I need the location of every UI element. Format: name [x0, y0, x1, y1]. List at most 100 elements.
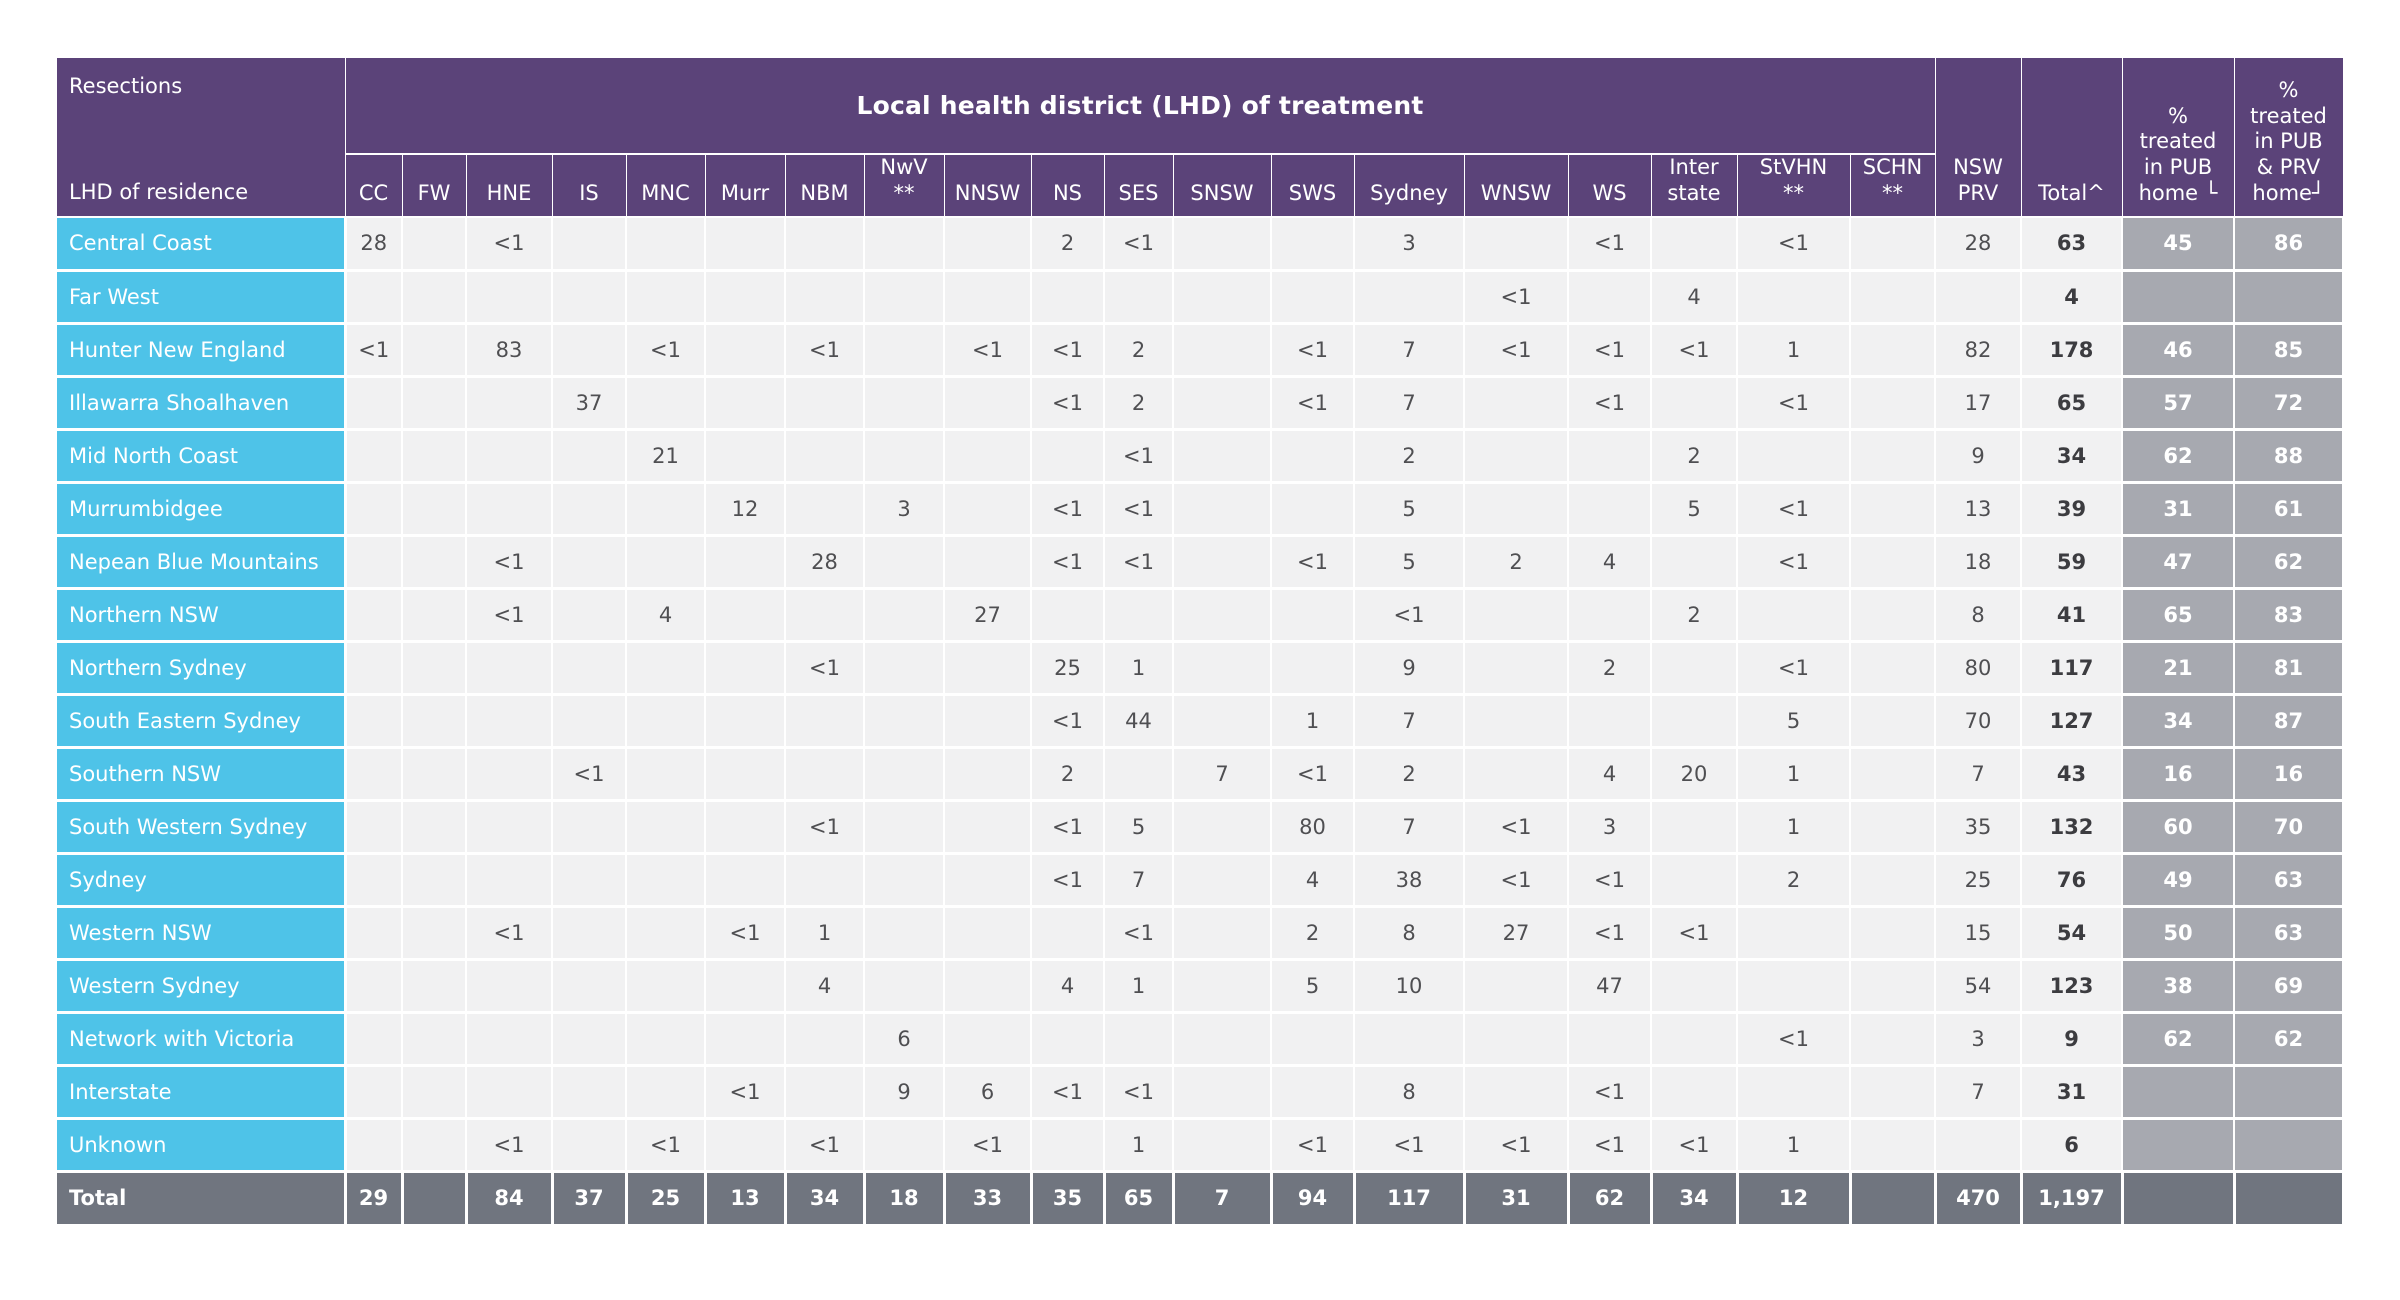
cell: 60	[2122, 800, 2235, 855]
row-label: Western NSW	[57, 906, 347, 961]
cell: <1	[1737, 482, 1851, 537]
cell: <1	[1737, 217, 1851, 272]
col-header-sws: SWS	[1271, 154, 1355, 219]
row-label: Northern NSW	[57, 588, 347, 643]
cell	[785, 1065, 865, 1120]
cell	[864, 800, 945, 855]
cell	[552, 482, 627, 537]
cell	[705, 217, 786, 272]
cell: 178	[2021, 323, 2123, 378]
cell	[402, 482, 467, 537]
cell: 2	[1031, 747, 1105, 802]
cell: 5	[1271, 959, 1355, 1014]
total-cell: 18	[864, 1171, 946, 1227]
cell: <1	[1104, 906, 1174, 961]
cell	[1651, 376, 1738, 431]
cell	[345, 1065, 403, 1120]
cell: <1	[1031, 800, 1105, 855]
col-header-nnsw: NNSW	[944, 154, 1032, 219]
cell	[2122, 1065, 2235, 1120]
cell	[1568, 1012, 1652, 1067]
cell	[1568, 588, 1652, 643]
cell: 47	[2122, 535, 2235, 590]
cell	[626, 906, 706, 961]
cell: <1	[1651, 323, 1738, 378]
cell	[402, 906, 467, 961]
cell: 5	[1354, 482, 1465, 537]
cell	[626, 217, 706, 272]
cell: <1	[705, 1065, 786, 1120]
total-cell: 65	[1104, 1171, 1175, 1227]
cell	[705, 376, 786, 431]
cell	[345, 482, 403, 537]
cell	[864, 217, 945, 272]
row-label: Central Coast	[57, 217, 347, 272]
cell	[1173, 959, 1272, 1014]
table-row: Western Sydney 4 4 1 5 10 47 54 123 38 69	[57, 959, 2344, 1014]
cell: 4	[785, 959, 865, 1014]
cell: 1	[1737, 1118, 1851, 1173]
cell: 2	[1651, 429, 1738, 484]
col-header-pct_pub_prv: % treated in PUB & PRV home┘	[2234, 58, 2344, 219]
cell	[552, 217, 627, 272]
cell	[1104, 270, 1174, 325]
cell: <1	[1568, 1118, 1652, 1173]
cell	[1104, 1012, 1174, 1067]
cell: 70	[2234, 800, 2344, 855]
cell: <1	[626, 1118, 706, 1173]
cell	[345, 429, 403, 484]
total-cell	[2122, 1171, 2236, 1227]
cell: <1	[1271, 535, 1355, 590]
cell: <1	[1651, 906, 1738, 961]
cell	[402, 588, 467, 643]
cell	[785, 482, 865, 537]
cell	[1568, 482, 1652, 537]
col-header-interstate: Inter state	[1651, 154, 1738, 219]
cell	[1271, 429, 1355, 484]
cell	[705, 853, 786, 908]
cell	[1464, 376, 1569, 431]
cell	[864, 641, 945, 696]
col-header-ses: SES	[1104, 154, 1174, 219]
table-row: Murrumbidgee 12 3 <1 <1 5 5 <1 13 39 31 61	[57, 482, 2344, 537]
cell	[402, 217, 467, 272]
col-header-cc: CC	[345, 154, 403, 219]
cell: <1	[1031, 376, 1105, 431]
cell	[402, 1012, 467, 1067]
cell	[1651, 853, 1738, 908]
cell	[345, 747, 403, 802]
cell	[864, 747, 945, 802]
cell	[1173, 482, 1272, 537]
col-header-wnsw: WNSW	[1464, 154, 1569, 219]
cell	[864, 1118, 945, 1173]
cell	[626, 800, 706, 855]
table-row: South Eastern Sydney <1 44 1 7 5 70 127 34 87	[57, 694, 2344, 749]
cell	[785, 429, 865, 484]
cell: 72	[2234, 376, 2344, 431]
cell: 4	[1568, 535, 1652, 590]
cell: <1	[1271, 747, 1355, 802]
cell: 25	[1031, 641, 1105, 696]
cell	[1850, 1118, 1936, 1173]
cell: 41	[2021, 588, 2123, 643]
cell: <1	[1568, 853, 1652, 908]
cell: 54	[2021, 906, 2123, 961]
cell	[1271, 482, 1355, 537]
cell	[626, 1012, 706, 1067]
cell	[1568, 270, 1652, 325]
cell	[864, 694, 945, 749]
cell	[1173, 1118, 1272, 1173]
cell: <1	[1651, 1118, 1738, 1173]
cell: 80	[1271, 800, 1355, 855]
cell: <1	[785, 641, 865, 696]
cell: 31	[2021, 1065, 2123, 1120]
cell: <1	[1031, 482, 1105, 537]
cell: 35	[1935, 800, 2022, 855]
cell: 38	[1354, 853, 1465, 908]
cell	[402, 800, 467, 855]
cell: <1	[785, 323, 865, 378]
cell	[864, 853, 945, 908]
cell	[1850, 588, 1936, 643]
cell	[705, 800, 786, 855]
cell	[1464, 1065, 1569, 1120]
